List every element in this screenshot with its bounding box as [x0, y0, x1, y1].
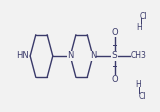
Text: N: N	[90, 51, 96, 60]
Text: HN: HN	[16, 51, 29, 60]
Text: N: N	[67, 51, 73, 60]
Text: S: S	[112, 51, 117, 60]
Text: CH3: CH3	[130, 51, 146, 60]
Text: H: H	[135, 80, 141, 89]
Text: O: O	[111, 28, 118, 37]
Text: Cl: Cl	[138, 92, 146, 101]
Text: Cl: Cl	[140, 12, 147, 21]
Text: O: O	[111, 75, 118, 84]
Text: H: H	[137, 23, 142, 32]
